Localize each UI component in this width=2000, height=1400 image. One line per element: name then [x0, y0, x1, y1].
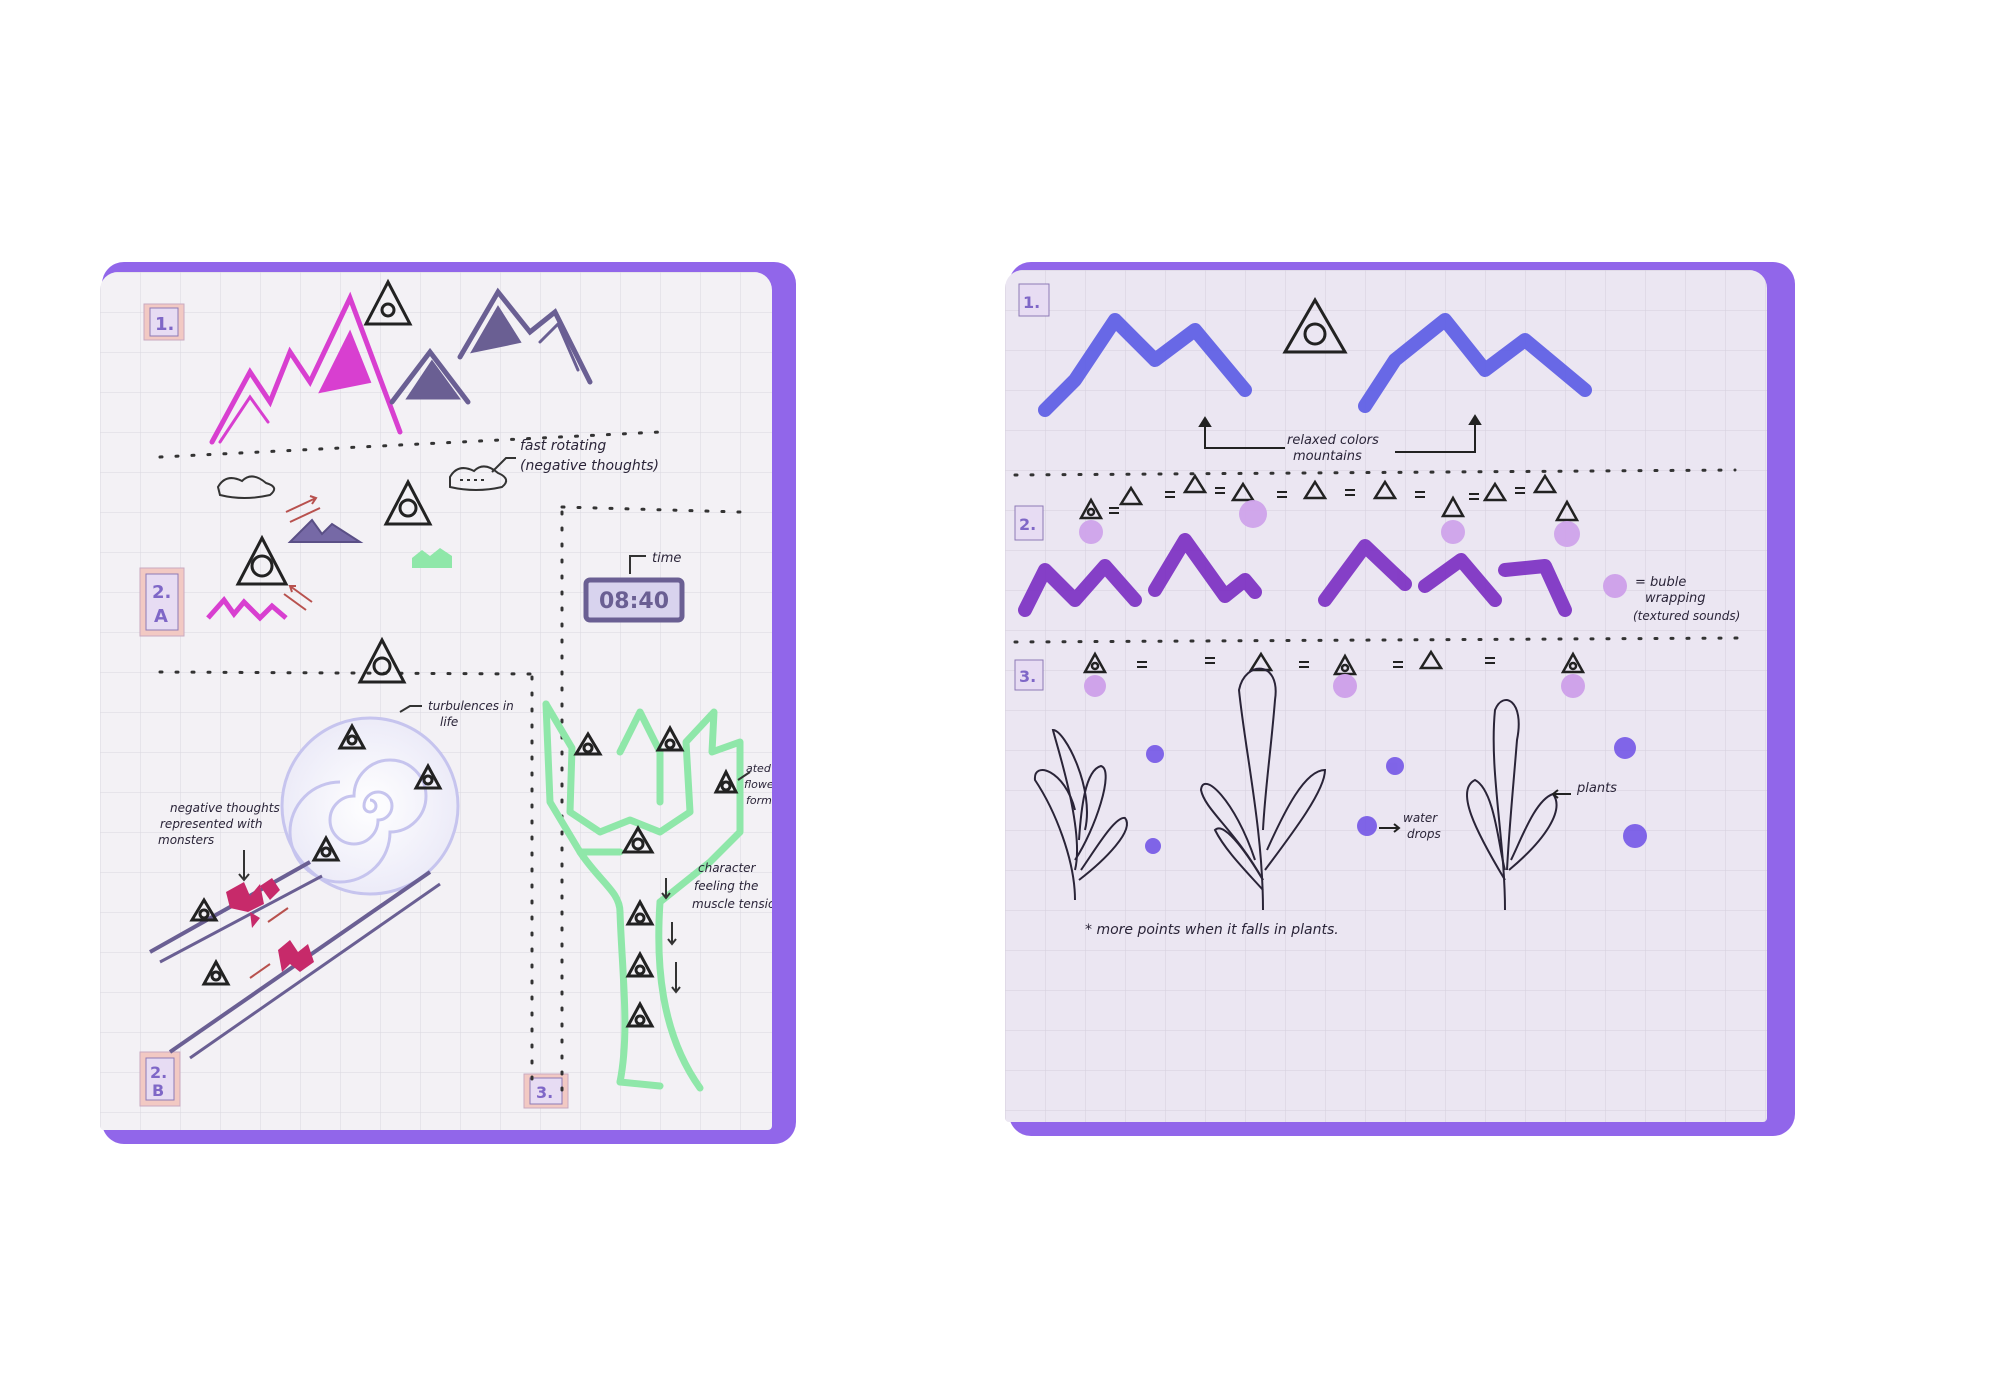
note-turbulences: turbulences in: [428, 699, 514, 713]
triangle-character-icon: [1282, 296, 1348, 354]
plant-sketches: [1033, 667, 1558, 911]
green-flower-tree: [542, 700, 744, 1092]
timer-widget: 08:40: [583, 577, 685, 623]
timer-value: 08:40: [599, 589, 669, 614]
monster-note-arrow: [238, 850, 250, 882]
section-tag-2a-sub: A: [154, 606, 168, 627]
flower-triangles: [573, 724, 739, 1028]
section-tag-3: 3.: [1014, 659, 1044, 691]
note-relaxed-colors: relaxed colors: [1287, 433, 1379, 448]
row3-bubbles: [1084, 674, 1585, 698]
note-flower-2: flower: [744, 778, 772, 791]
left-sketch-drawing: 1. 2. A 2. B 3.: [100, 272, 772, 1130]
section-tag-2a-label: 2.: [152, 582, 171, 603]
time-arrow: [629, 555, 646, 574]
bubble-legend-icon: [1603, 574, 1627, 598]
violet-mountains: [1018, 533, 1572, 617]
triangle-characters: [235, 478, 433, 684]
row2-triangles: [1078, 473, 1580, 522]
triangle-character-icon: [363, 278, 413, 326]
monster-arrows: [249, 907, 289, 979]
note-drops: drops: [1407, 827, 1441, 841]
tension-arrows: [661, 771, 751, 994]
section-tag-1: 1.: [143, 303, 185, 341]
water-drop-arrow: [1379, 823, 1401, 833]
section-tag-3-label: 3.: [536, 1083, 553, 1102]
turbulence-arrow: [399, 705, 422, 713]
right-sketch-card: 1. 2. 3. relaxed colo: [1005, 262, 1795, 1136]
row2-bubbles: [1079, 500, 1580, 547]
section-tag-2a: 2. A: [139, 567, 185, 637]
note-character-1: character: [698, 861, 757, 875]
section-tag-2b-sub: B: [152, 1081, 164, 1100]
note-character-3: muscle tension: [692, 897, 772, 911]
water-drop-icons: [1145, 737, 1647, 854]
row3-equals-marks: [1137, 657, 1495, 668]
section-tag-2b-label: 2.: [150, 1063, 167, 1082]
note-water: water: [1403, 811, 1438, 825]
note-time: time: [652, 551, 681, 566]
plants-arrow: [1551, 789, 1571, 799]
section-tag-1-label: 1.: [1023, 293, 1040, 312]
section-tag-3-label: 3.: [1019, 667, 1036, 686]
note-character-2: feeling the: [694, 879, 758, 893]
left-sketch-paper: 1. 2. A 2. B 3.: [100, 272, 772, 1130]
note-negative-thoughts: (negative thoughts): [520, 458, 659, 474]
note-monsters-3: monsters: [158, 833, 214, 847]
section-tag-2: 2.: [1014, 505, 1044, 541]
swirl-triangles: [189, 722, 443, 986]
note-mountains: mountains: [1293, 449, 1362, 464]
dotted-separator-2: [1013, 636, 1747, 644]
magenta-mountains: [209, 291, 403, 445]
section-tag-1: 1.: [1018, 283, 1050, 317]
section-tag-2-label: 2.: [1019, 515, 1036, 534]
small-magenta-mountains: [206, 595, 288, 622]
small-slate-mountains: [287, 518, 364, 543]
note-plants: plants: [1576, 781, 1617, 796]
right-sketch-paper: 1. 2. 3. relaxed colo: [1005, 270, 1767, 1122]
note-monsters-2: represented with: [160, 817, 262, 831]
arrow-marks: [283, 495, 321, 611]
note-wrapping: wrapping: [1645, 591, 1706, 606]
right-sketch-drawing: 1. 2. 3. relaxed colo: [1005, 270, 1767, 1122]
blue-mountains: [1038, 313, 1592, 417]
note-flower-3: form: [746, 794, 772, 807]
grid-background: [1005, 270, 1767, 1122]
dotted-separator-1: [158, 430, 662, 459]
slate-mountains: [389, 287, 593, 405]
relaxed-mountains-arrows: [1198, 414, 1482, 453]
note-more-points: * more points when it falls in plants.: [1085, 922, 1339, 938]
note-textured-sounds: (textured sounds): [1633, 609, 1740, 623]
left-sketch-card: 1. 2. A 2. B 3.: [98, 262, 796, 1144]
cloud-icon: [216, 457, 516, 499]
note-buble: = buble: [1635, 575, 1686, 590]
small-green-mountains: [412, 548, 452, 568]
section-tag-1-label: 1.: [155, 314, 174, 335]
section-tag-2b: 2. B: [139, 1051, 181, 1107]
note-flower-1: ated: [746, 762, 772, 775]
monster-icons: [226, 878, 314, 972]
row2-equals-marks: [1109, 487, 1525, 514]
note-monsters-1: negative thoughts: [170, 801, 280, 815]
note-fast-rotating: fast rotating: [520, 438, 606, 454]
note-life: life: [440, 715, 458, 729]
